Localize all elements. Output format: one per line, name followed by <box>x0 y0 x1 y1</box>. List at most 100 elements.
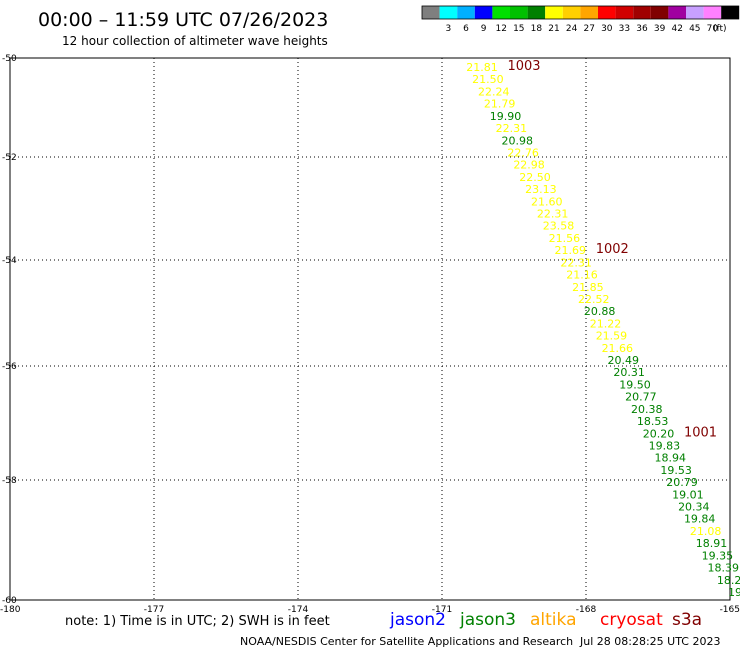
wave-height-value: 19.01 <box>672 488 704 501</box>
wave-height-value: 22.31 <box>496 122 528 135</box>
footer-timestamp: Jul 28 08:28:25 UTC 2023 <box>579 635 720 648</box>
wave-height-value: 21.16 <box>566 269 598 282</box>
legend-swatch <box>580 6 598 19</box>
wave-height-value: 19.53 <box>660 464 692 477</box>
latitude-labels: -50 -52 -54 -56 -58 -60 <box>2 54 17 606</box>
wave-height-value: 18.91 <box>696 537 728 550</box>
wave-height-legend: 3 6 9 12 15 18 21 24 27 30 33 36 39 42 45 70 <box>421 5 740 34</box>
legend-tick-label: 15 <box>513 24 524 34</box>
wave-height-value: 22.31 <box>537 208 569 221</box>
legend-tick-label: 36 <box>636 24 648 34</box>
satellite-label: s3a <box>672 610 702 630</box>
legend-tick-label: 42 <box>671 24 682 34</box>
legend-swatch <box>492 6 510 19</box>
wave-height-value: 20.20 <box>643 427 675 440</box>
legend-swatch <box>510 6 528 19</box>
longitude-tick-label: -177 <box>144 605 164 615</box>
legend-tick-label: 3 <box>446 24 452 34</box>
legend-swatch <box>474 6 493 19</box>
latitude-tick-label: -50 <box>2 54 17 64</box>
legend-swatch <box>633 6 651 19</box>
wave-height-value: 18.94 <box>655 452 687 465</box>
longitude-tick-label: -168 <box>576 605 597 615</box>
wave-height-track: 21.8121.5022.2421.7919.9022.3120.9822.76… <box>466 59 740 599</box>
map-frame <box>9 57 731 601</box>
wave-height-value: 20.31 <box>613 366 645 379</box>
legend-swatch <box>668 6 686 19</box>
page-subtitle: 12 hour collection of altimeter wave hei… <box>62 34 328 48</box>
wave-height-value: 23.13 <box>525 183 557 196</box>
longitude-labels: -180 -177 -174 -171 -168 -165 <box>0 605 740 615</box>
legend-unit: (ft) <box>713 24 727 34</box>
legend-tick-label: 6 <box>463 24 469 34</box>
wave-height-value: 22.76 <box>507 146 539 159</box>
wave-height-value: 21.66 <box>602 342 634 355</box>
wave-height-value: 18.2 <box>717 574 740 587</box>
wave-height-value: 21.69 <box>555 244 587 257</box>
legend-tick-label: 12 <box>495 24 506 34</box>
wave-height-value: 23.58 <box>543 220 575 233</box>
legend-swatch <box>562 6 581 19</box>
legend-swatch <box>439 6 458 19</box>
wave-height-value: 21.08 <box>690 525 722 538</box>
longitude-tick-label: -165 <box>720 605 740 615</box>
satellite-label: jason3 <box>459 610 516 630</box>
legend-swatch <box>457 6 475 19</box>
latitude-tick-label: -52 <box>2 153 17 163</box>
footer-credit: NOAA/NESDIS Center for Satellite Applica… <box>240 635 573 648</box>
longitude-tick-label: -171 <box>432 605 452 615</box>
wave-height-value: 18.39 <box>707 562 739 575</box>
legend-swatch <box>615 6 634 19</box>
wave-height-value: 21.60 <box>531 195 563 208</box>
wave-height-value: 20.77 <box>625 391 657 404</box>
wave-height-value: 19 <box>728 586 740 599</box>
satellite-label: jason2 <box>389 610 446 630</box>
legend-swatch <box>703 6 722 19</box>
map-grid <box>10 58 730 600</box>
legend-swatch <box>598 6 616 19</box>
time-label: 1002 <box>596 242 629 257</box>
wave-height-value: 19.50 <box>619 378 651 391</box>
wave-height-value: 21.22 <box>590 317 622 330</box>
page-title: 00:00 – 11:59 UTC 07/26/2023 <box>38 9 328 31</box>
satellite-label: altika <box>530 610 577 630</box>
legend-tick-label: 9 <box>481 24 487 34</box>
legend-tick-label: 45 <box>689 24 700 34</box>
wave-height-value: 19.84 <box>684 513 716 526</box>
legend-swatch <box>545 6 563 19</box>
time-label: 1003 <box>507 59 540 74</box>
wave-height-value: 20.88 <box>584 305 616 318</box>
legend-tick-label: 33 <box>619 24 630 34</box>
latitude-tick-label: -56 <box>2 362 17 372</box>
wave-height-value: 19.35 <box>702 549 734 562</box>
wave-height-value: 19.83 <box>649 439 681 452</box>
legend-tick-label: 27 <box>583 24 594 34</box>
legend-border <box>421 5 740 20</box>
wave-height-value: 21.85 <box>572 281 604 294</box>
wave-height-value: 22.98 <box>513 159 545 172</box>
footer-note: note: 1) Time is in UTC; 2) SWH is in fe… <box>65 614 330 629</box>
wave-height-value: 22.52 <box>578 293 610 306</box>
wave-height-value: 21.81 <box>466 61 498 74</box>
wave-height-value: 19.90 <box>490 110 522 123</box>
longitude-tick-label: -174 <box>288 605 309 615</box>
wave-height-value: 20.34 <box>678 501 710 514</box>
latitude-tick-label: -54 <box>2 256 17 266</box>
legend-swatch <box>686 6 704 19</box>
legend-swatch <box>650 6 669 19</box>
legend-tick-label: 39 <box>654 24 666 34</box>
latitude-tick-label: -58 <box>2 476 17 486</box>
wave-height-value: 21.59 <box>596 330 628 343</box>
legend-swatch <box>721 6 739 19</box>
legend-swatch <box>422 6 440 19</box>
wave-height-value: 18.53 <box>637 415 669 428</box>
legend-tick-label: 24 <box>566 24 578 34</box>
legend-tick-label: 70 <box>707 24 719 34</box>
legend-tick-label: 21 <box>548 24 559 34</box>
legend-tick-label: 30 <box>601 24 613 34</box>
satellite-legend: jason2 jason3 altika cryosat s3a <box>389 610 702 630</box>
wave-height-value: 21.50 <box>472 73 504 86</box>
wave-height-value: 20.98 <box>502 134 534 147</box>
